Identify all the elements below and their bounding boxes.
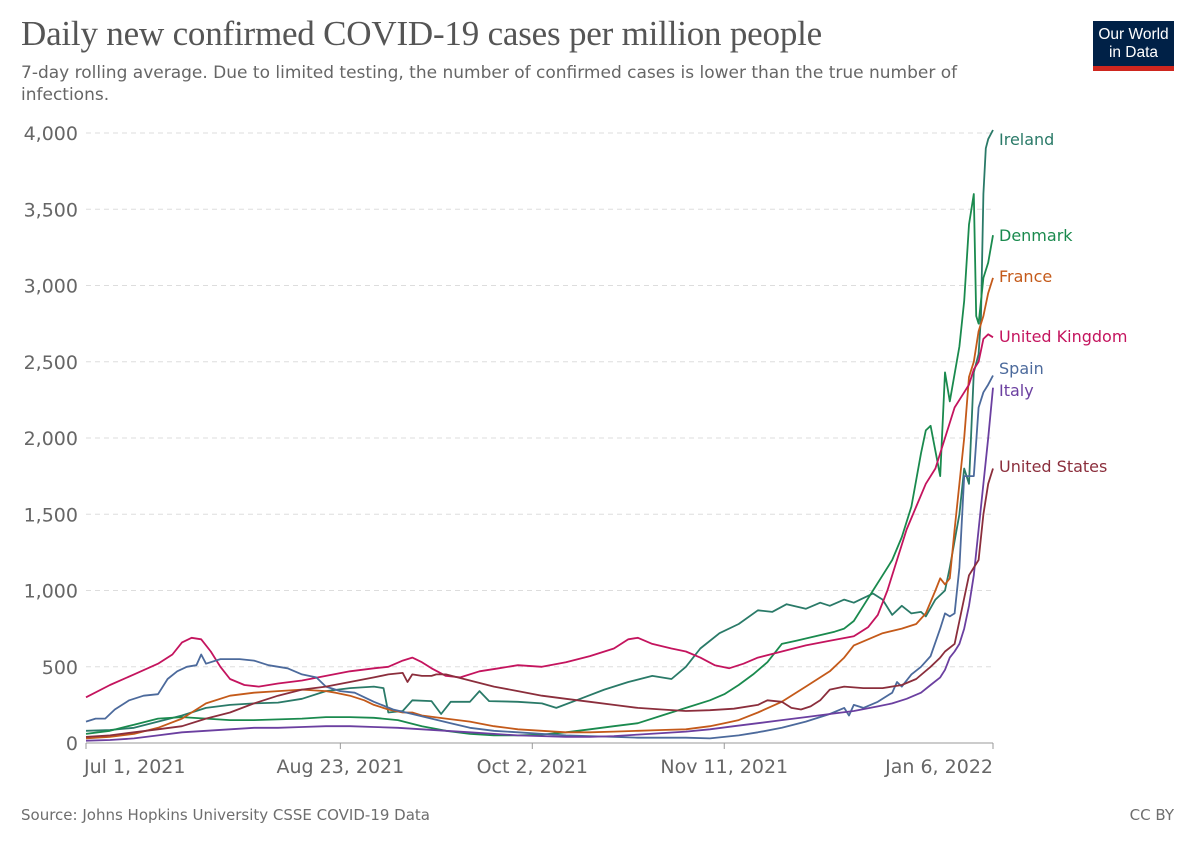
series-line-denmark[interactable] — [85, 193, 994, 737]
series-line-united-kingdom[interactable] — [85, 333, 994, 699]
series-line-ireland[interactable] — [85, 129, 994, 732]
x-tick-label: Oct 2, 2021 — [477, 756, 588, 778]
series-label-united-states[interactable]: United States — [999, 457, 1107, 476]
logo-line-1: Our World — [1098, 26, 1169, 43]
series-label-spain[interactable]: Spain — [999, 359, 1044, 378]
series-line-italy[interactable] — [85, 387, 994, 742]
y-tick-label: 3,500 — [24, 199, 78, 221]
x-axis: Jul 1, 2021 Aug 23, 2021 Oct 2, 2021 Nov 11… — [83, 742, 994, 778]
logo-line-2: in Data — [1108, 44, 1159, 61]
gridlines — [86, 132, 993, 668]
chart-subtitle: 7-day rolling average. Due to limited te… — [21, 63, 958, 105]
source-note[interactable]: Source: Johns Hopkins University CSSE CO… — [21, 806, 430, 824]
series-lines — [85, 129, 994, 742]
y-tick-label: 1,500 — [24, 504, 78, 526]
x-tick-label: Jul 1, 2021 — [83, 756, 186, 778]
y-tick-label: 3,000 — [24, 276, 78, 298]
series-labels: Ireland Denmark France United Kingdom Spain I… — [999, 130, 1127, 476]
y-tick-label: 2,000 — [24, 428, 78, 450]
series-line-france[interactable] — [85, 277, 994, 740]
owid-logo[interactable]: Our World in Data — [1093, 21, 1174, 71]
y-tick-label: 500 — [42, 657, 78, 679]
logo-accent-bar — [1093, 66, 1174, 71]
y-tick-label: 4,000 — [24, 123, 78, 145]
license-link[interactable]: CC BY — [1129, 806, 1174, 824]
x-tick-label: Jan 6, 2022 — [884, 756, 993, 778]
series-label-france[interactable]: France — [999, 267, 1052, 286]
x-tick-label: Nov 11, 2021 — [660, 756, 788, 778]
series-line-united-states[interactable] — [85, 468, 994, 738]
y-tick-label: 2,500 — [24, 352, 78, 374]
series-line-spain[interactable] — [85, 375, 994, 740]
chart-title: Daily new confirmed COVID-19 cases per m… — [21, 14, 822, 53]
series-label-ireland[interactable]: Ireland — [999, 130, 1054, 149]
series-label-italy[interactable]: Italy — [999, 381, 1034, 400]
x-tick-label: Aug 23, 2021 — [276, 756, 404, 778]
series-label-united-kingdom[interactable]: United Kingdom — [999, 327, 1127, 346]
y-tick-label: 0 — [66, 733, 78, 755]
y-axis-ticks: 0 500 1,000 1,500 2,000 2,500 3,000 3,500 4,000 — [24, 123, 78, 755]
y-tick-label: 1,000 — [24, 581, 78, 603]
series-label-denmark[interactable]: Denmark — [999, 226, 1073, 245]
line-chart: 05001,0001,5002,0002,5003,0003,5004,000 … — [24, 123, 1128, 778]
